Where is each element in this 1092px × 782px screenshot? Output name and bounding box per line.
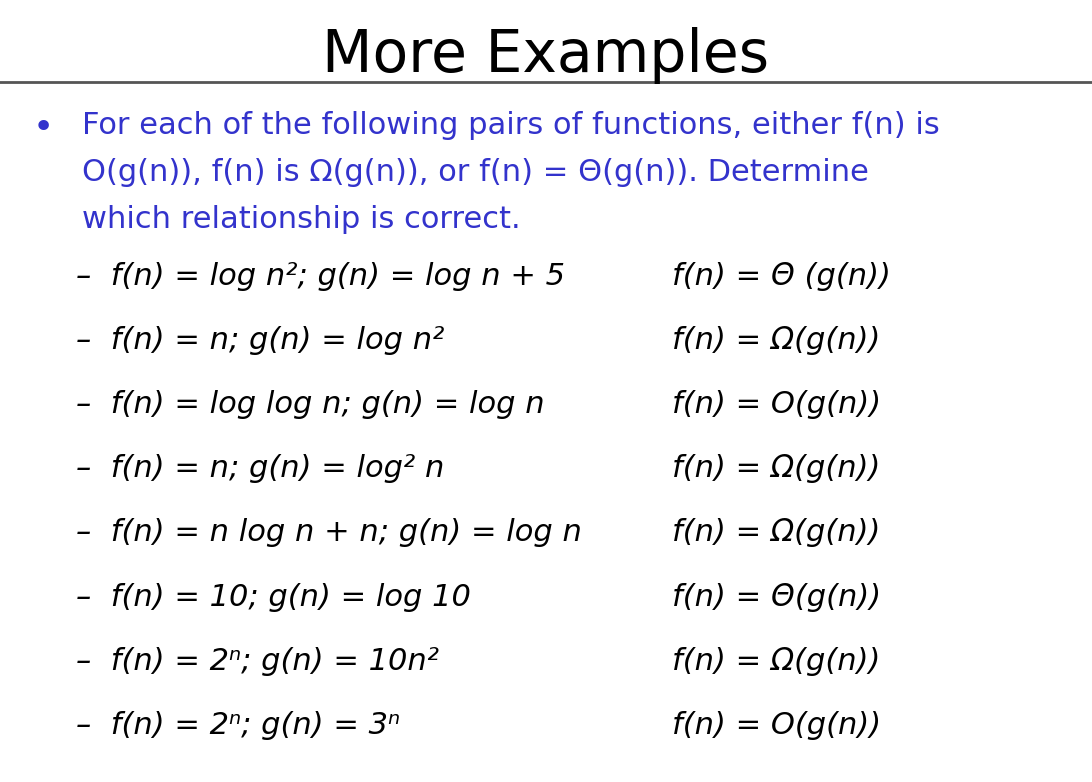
Text: –  f(n) = n log n + n; g(n) = log n: – f(n) = n log n + n; g(n) = log n xyxy=(76,518,582,547)
Text: f(n) = Ω(g(n)): f(n) = Ω(g(n)) xyxy=(672,518,880,547)
Text: –  f(n) = log n²; g(n) = log n + 5: – f(n) = log n²; g(n) = log n + 5 xyxy=(76,262,566,291)
Text: –  f(n) = 2ⁿ; g(n) = 3ⁿ: – f(n) = 2ⁿ; g(n) = 3ⁿ xyxy=(76,711,401,740)
Text: For each of the following pairs of functions, either f(n) is: For each of the following pairs of funct… xyxy=(82,111,939,140)
Text: f(n) = O(g(n)): f(n) = O(g(n)) xyxy=(672,390,881,419)
Text: f(n) = Ω(g(n)): f(n) = Ω(g(n)) xyxy=(672,647,880,676)
Text: O(g(n)), f(n) is Ω(g(n)), or f(n) = Θ(g(n)). Determine: O(g(n)), f(n) is Ω(g(n)), or f(n) = Θ(g(… xyxy=(82,158,869,187)
Text: •: • xyxy=(33,111,54,145)
Text: f(n) = Ω(g(n)): f(n) = Ω(g(n)) xyxy=(672,326,880,355)
Text: which relationship is correct.: which relationship is correct. xyxy=(82,205,521,234)
Text: f(n) = Ω(g(n)): f(n) = Ω(g(n)) xyxy=(672,454,880,483)
Text: f(n) = O(g(n)): f(n) = O(g(n)) xyxy=(672,711,881,740)
Text: –  f(n) = 10; g(n) = log 10: – f(n) = 10; g(n) = log 10 xyxy=(76,583,472,612)
Text: –  f(n) = 2ⁿ; g(n) = 10n²: – f(n) = 2ⁿ; g(n) = 10n² xyxy=(76,647,439,676)
Text: f(n) = Θ(g(n)): f(n) = Θ(g(n)) xyxy=(672,583,881,612)
Text: –  f(n) = n; g(n) = log² n: – f(n) = n; g(n) = log² n xyxy=(76,454,444,483)
Text: More Examples: More Examples xyxy=(322,27,770,84)
Text: –  f(n) = log log n; g(n) = log n: – f(n) = log log n; g(n) = log n xyxy=(76,390,545,419)
Text: –  f(n) = n; g(n) = log n²: – f(n) = n; g(n) = log n² xyxy=(76,326,444,355)
Text: f(n) = Θ (g(n)): f(n) = Θ (g(n)) xyxy=(672,262,890,291)
